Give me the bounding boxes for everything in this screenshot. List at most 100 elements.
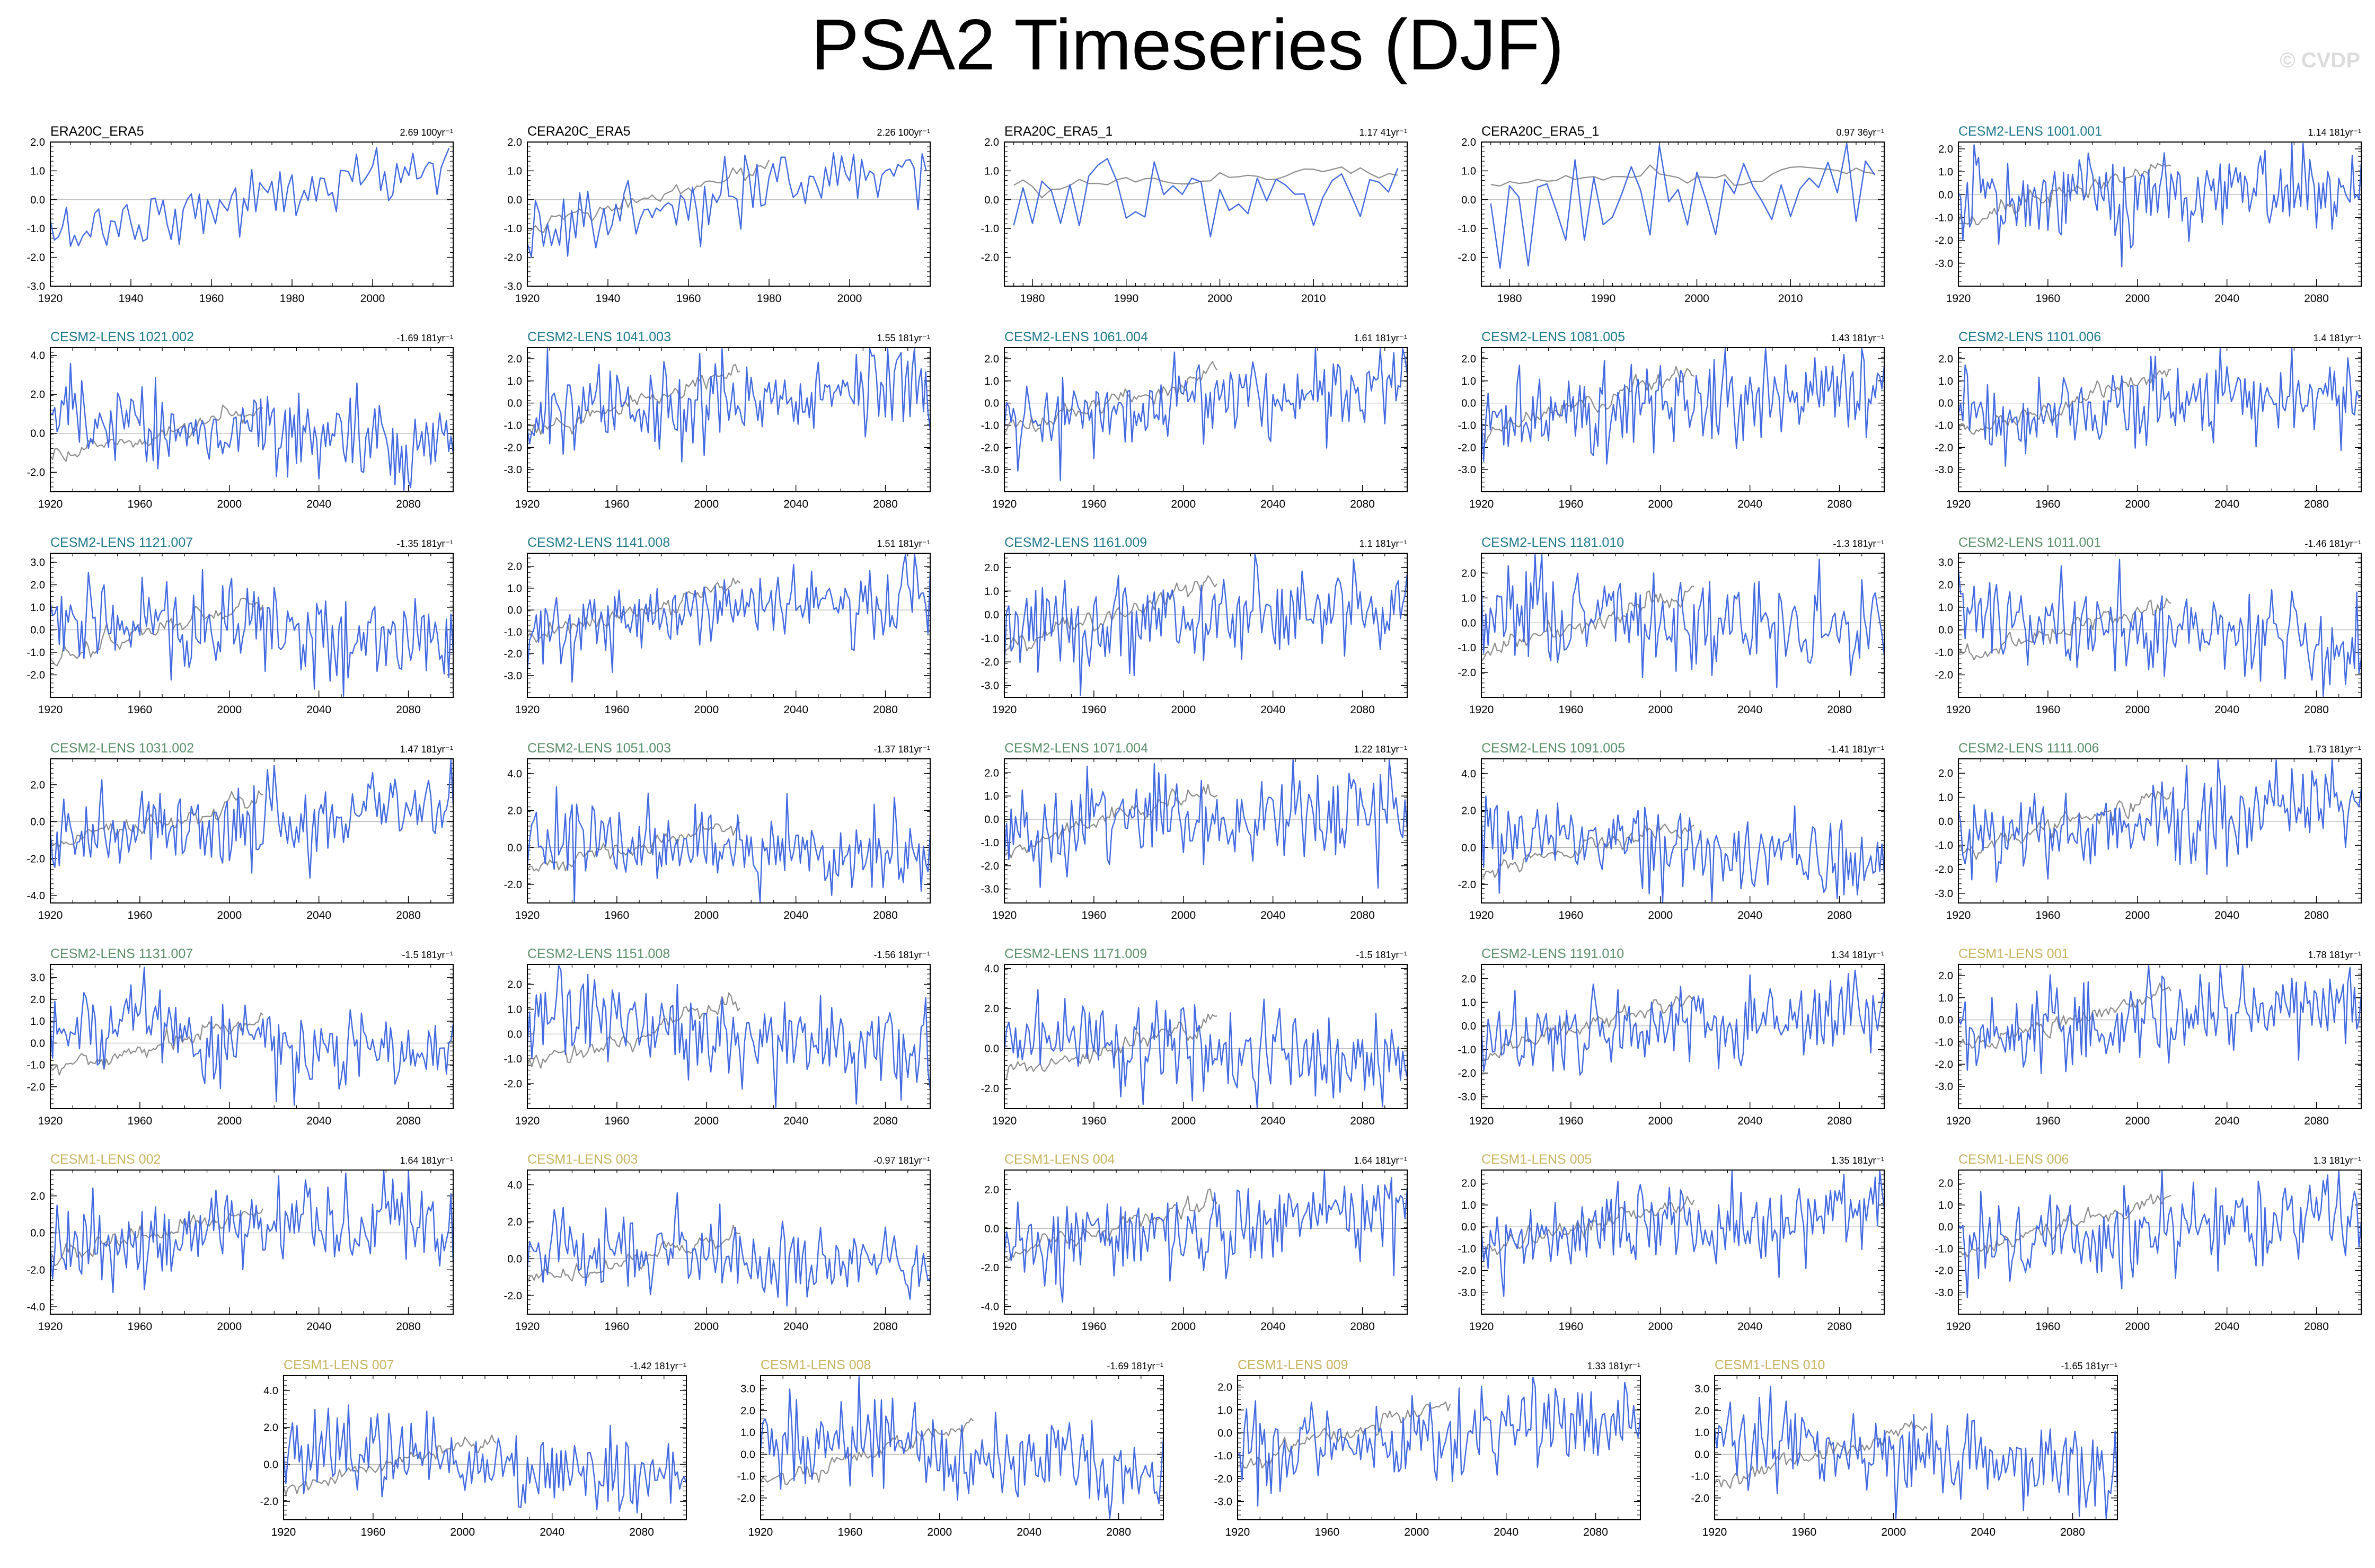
series-group: [1481, 554, 1884, 688]
series-group: [50, 569, 453, 697]
y-tick-label: 1.0: [1938, 1200, 1953, 1211]
x-tick-label: 2000: [694, 704, 719, 716]
y-tick-label: 0.0: [1938, 625, 1953, 636]
timeseries-panel: ERA20C_ERA5 2.69 100yr⁻¹ 2.0 1.0 0.0 -1.0 -2.0…: [27, 124, 454, 305]
model-series-line: [50, 759, 453, 879]
plot-frame: [50, 758, 454, 903]
timeseries-panel: CESM2-LENS 1111.006 1.73 181yr⁻¹ 2.0 1.0 0.0…: [1935, 741, 2362, 922]
panel-title: CESM2-LENS 1071.004: [1004, 741, 1148, 756]
y-tick-label: 0.0: [984, 609, 999, 621]
timeseries-panel: CESM2-LENS 1051.003 -1.37 181yr⁻¹ 4.0 2.0 0.…: [504, 741, 931, 922]
y-tick-label: -1.0: [1458, 420, 1476, 431]
x-tick-label: 2040: [306, 1321, 331, 1333]
x-tick-label: 1960: [128, 909, 153, 922]
model-series-line: [1958, 559, 2361, 697]
x-tick-label: 1960: [605, 1115, 630, 1127]
x-tick-label: 1920: [1702, 1526, 1727, 1538]
trend-label: 1.34 181yr⁻¹: [1831, 950, 1884, 960]
y-tick-label: -3.0: [1458, 1092, 1476, 1103]
model-series-line: [50, 1170, 453, 1294]
x-tick-label: 1980: [280, 293, 305, 305]
x-tick-label: 1920: [1946, 909, 1971, 922]
panel-title: CESM1-LENS 007: [284, 1358, 394, 1372]
y-tick-label: -2.0: [504, 252, 522, 264]
timeseries-panel: CESM2-LENS 1121.007 -1.35 181yr⁻¹ 3.0 2.0 1.…: [27, 535, 454, 716]
y-tick-label: 0.0: [30, 817, 45, 828]
x-tick-label: 2000: [217, 1321, 242, 1333]
x-tick-label: 2080: [2304, 909, 2329, 922]
panel-title: CESM2-LENS 1121.007: [50, 535, 193, 550]
x-tick-label: 2040: [540, 1526, 564, 1538]
trend-label: -1.5 181yr⁻¹: [1356, 950, 1407, 960]
y-tick-label: 2.0: [1461, 805, 1476, 817]
series-group: [1481, 795, 1884, 903]
x-tick-label: 1990: [1591, 293, 1615, 305]
trend-label: 1.47 181yr⁻¹: [400, 744, 453, 755]
y-tick-label: -1.0: [981, 223, 999, 235]
y-tick-label: 2.0: [984, 1003, 999, 1015]
y-tick-label: 3.0: [30, 972, 45, 984]
plot-frame: [1004, 758, 1408, 903]
y-tick-label: 2.0: [740, 1405, 755, 1417]
y-tick-label: 2.0: [1461, 137, 1476, 148]
x-tick-label: 1920: [992, 1321, 1017, 1333]
model-series-line: [1004, 1170, 1407, 1303]
x-tick-label: 1920: [271, 1526, 296, 1538]
trend-label: 2.26 100yr⁻¹: [877, 127, 930, 138]
x-tick-label: 1960: [1082, 1115, 1107, 1127]
y-tick-label: -2.0: [27, 467, 45, 479]
panel-title: CESM1-LENS 006: [1958, 1152, 2069, 1167]
y-tick-label: 2.0: [1461, 973, 1476, 985]
plot-frame: [1004, 141, 1408, 287]
model-series-line: [1481, 348, 1884, 465]
series-group: [50, 362, 453, 492]
trend-label: -1.56 181yr⁻¹: [873, 950, 930, 960]
y-tick-label: -2.0: [1458, 1265, 1476, 1277]
trend-label: -1.65 181yr⁻¹: [2061, 1361, 2117, 1371]
x-tick-label: 2000: [217, 498, 242, 510]
x-tick-label: 2040: [1971, 1526, 1996, 1538]
trend-label: 1.73 181yr⁻¹: [2308, 744, 2361, 755]
x-tick-label: 2080: [1583, 1526, 1608, 1538]
x-tick-label: 1920: [1469, 1115, 1494, 1127]
trend-label: 0.97 36yr⁻¹: [1836, 127, 1884, 138]
x-tick-label: 2080: [2304, 704, 2329, 716]
y-tick-label: 1.0: [1694, 1427, 1709, 1439]
x-tick-label: 1960: [2036, 293, 2061, 305]
model-series-line: [1481, 1170, 1884, 1297]
x-tick-label: 2040: [1737, 704, 1762, 716]
y-tick-label: -3.0: [504, 670, 522, 682]
cvdp-watermark: © CVDP: [2280, 49, 2360, 72]
reference-series-line: [1481, 1195, 1695, 1257]
y-tick-label: 1.0: [1461, 592, 1476, 604]
plot-frame: [527, 1170, 931, 1315]
x-tick-label: 1960: [361, 1526, 386, 1538]
panel-title: CESM2-LENS 1021.002: [50, 330, 194, 344]
y-tick-label: -2.0: [504, 1078, 522, 1090]
panel-title: CERA20C_ERA5_1: [1481, 124, 1599, 139]
x-tick-label: 2000: [1648, 704, 1673, 716]
trend-label: 1.35 181yr⁻¹: [1831, 1155, 1884, 1166]
series-group: [50, 1170, 453, 1294]
model-series-line: [50, 362, 453, 492]
x-tick-label: 1920: [515, 498, 540, 510]
trend-label: -1.3 181yr⁻¹: [1833, 538, 1884, 549]
y-tick-label: -2.0: [1691, 1493, 1709, 1504]
panel-title: CESM1-LENS 009: [1238, 1358, 1348, 1372]
x-tick-label: 1960: [1082, 1321, 1107, 1333]
reference-series-line: [284, 1434, 497, 1496]
plot-frame: [1714, 1375, 2118, 1520]
x-tick-label: 2080: [396, 1115, 421, 1127]
y-tick-label: 1.0: [507, 376, 522, 387]
timeseries-panel: CESM1-LENS 008 -1.69 181yr⁻¹ 3.0 2.0 1.0 0.0 -…: [737, 1358, 1164, 1538]
model-series-line: [1958, 1170, 2361, 1298]
timeseries-panel: CESM1-LENS 002 1.64 181yr⁻¹ 2.0 0.0 -2.0 -4.0…: [27, 1152, 454, 1333]
trend-label: -1.37 181yr⁻¹: [873, 744, 930, 755]
y-tick-label: 0.0: [30, 1228, 45, 1239]
x-tick-label: 1960: [128, 704, 153, 716]
trend-label: -1.41 181yr⁻¹: [1827, 744, 1884, 755]
y-tick-label: -3.0: [1935, 888, 1953, 900]
y-tick-label: 2.0: [1461, 353, 1476, 365]
y-tick-label: -1.0: [27, 1060, 45, 1071]
series-group: [1004, 348, 1407, 481]
